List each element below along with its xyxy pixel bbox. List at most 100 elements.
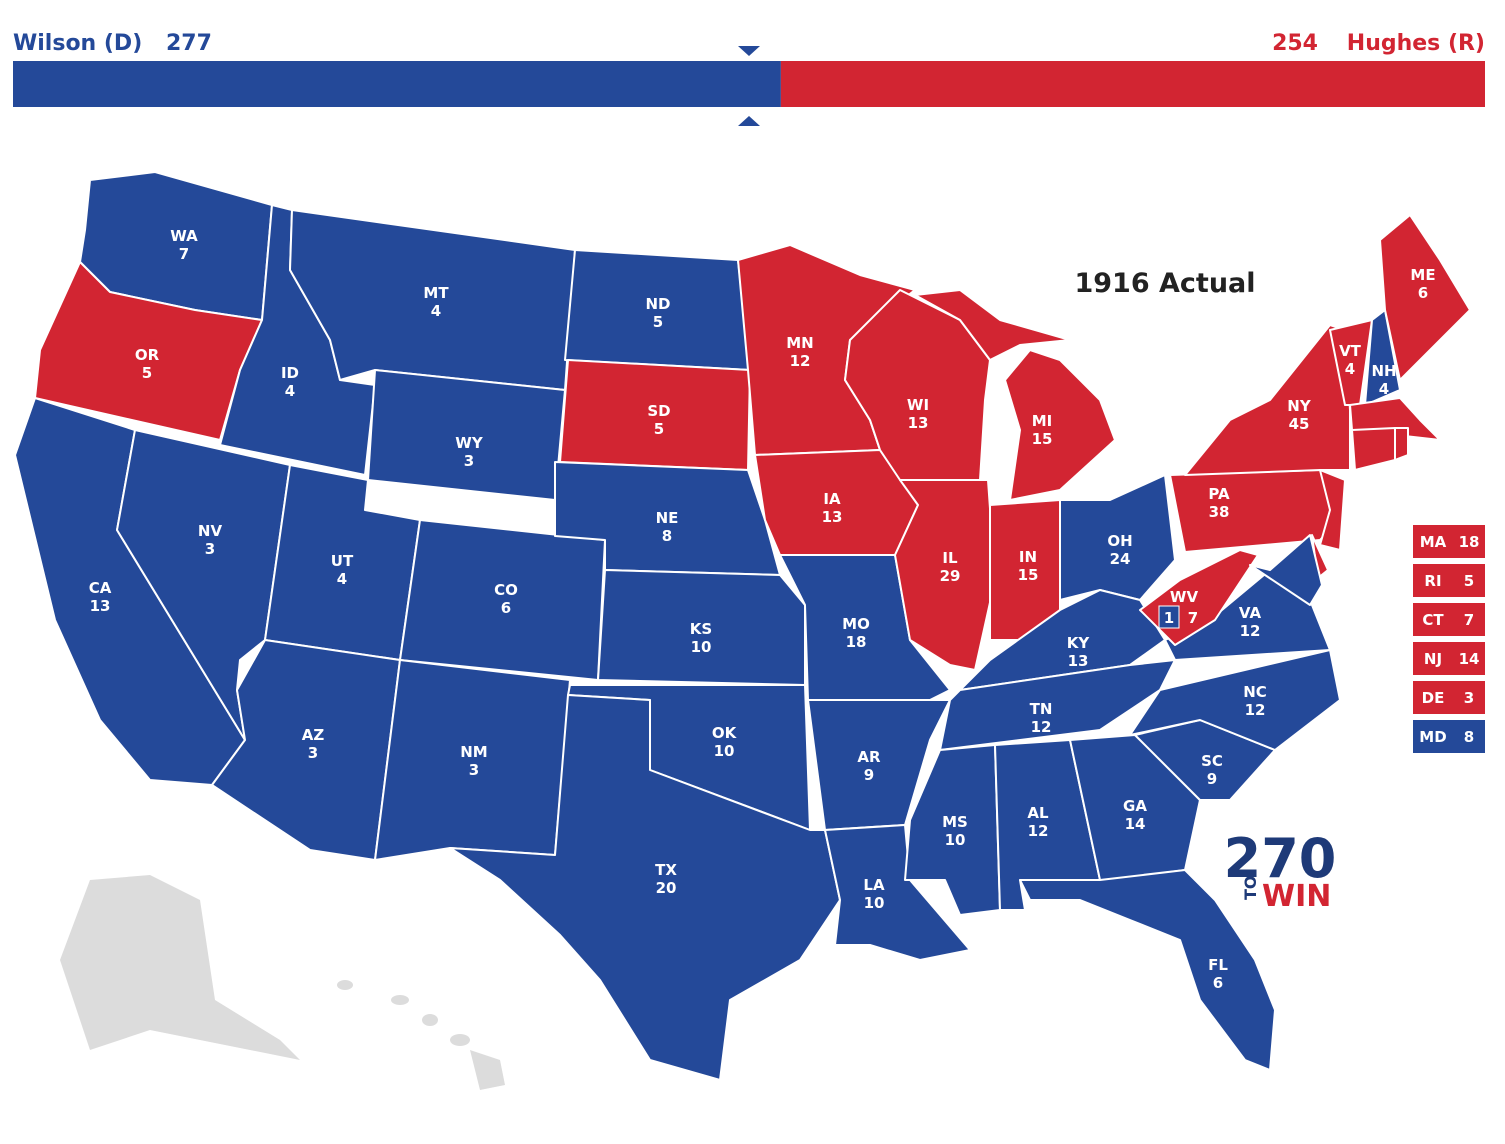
state-abbr: OH — [1107, 532, 1132, 550]
state — [211, 639, 401, 861]
state-abbr: IL — [942, 549, 958, 567]
state — [807, 699, 951, 831]
state-ev: 8 — [1464, 728, 1474, 746]
state — [1129, 649, 1341, 751]
state-abbr: OR — [135, 346, 160, 364]
dem-votes: 277 — [166, 31, 212, 56]
state-abbr: TX — [655, 861, 677, 879]
map-title: 1916 Actual — [1074, 268, 1255, 299]
callout-box — [1413, 720, 1485, 753]
state-abbr: MO — [842, 615, 870, 633]
alaska-hawaii — [60, 875, 505, 1090]
state-abbr: AL — [1027, 804, 1049, 822]
state-abbr: ME — [1410, 266, 1435, 284]
state-ev: 14 — [1459, 650, 1480, 668]
logo-win: WIN — [1262, 879, 1331, 914]
rep-name: Hughes (R) — [1347, 31, 1485, 56]
state-ev: 3 — [308, 744, 318, 762]
state-abbr: NV — [198, 522, 223, 540]
state-ev: 5 — [653, 313, 663, 331]
callout-box — [1413, 642, 1485, 675]
state-abbr: VA — [1239, 604, 1262, 622]
logo-to: TO — [1241, 875, 1260, 900]
state-abbr: RI — [1424, 572, 1441, 590]
state-ev: 5 — [654, 420, 664, 438]
state — [914, 289, 1116, 501]
state-abbr: SC — [1201, 752, 1223, 770]
state-ev: 9 — [864, 766, 874, 784]
state-abbr: MD — [1419, 728, 1446, 746]
state-ev: 4 — [285, 382, 295, 400]
state-abbr: FL — [1208, 956, 1228, 974]
marker-top — [738, 46, 760, 56]
state-abbr: MS — [942, 813, 968, 831]
state-ev: 3 — [1464, 689, 1474, 707]
state-ev: 5 — [1464, 572, 1474, 590]
state-ev: 5 — [142, 364, 152, 382]
state-abbr: GA — [1123, 797, 1147, 815]
state — [1394, 427, 1409, 461]
state-ev: 3 — [205, 540, 215, 558]
state-abbr: MT — [423, 284, 449, 302]
state-abbr: MA — [1420, 533, 1447, 551]
state-ev: 10 — [691, 638, 712, 656]
marker-bottom — [738, 116, 760, 126]
state — [1059, 474, 1176, 601]
state-abbr: ID — [281, 364, 299, 382]
state-ev: 8 — [662, 527, 672, 545]
state-abbr: TN — [1030, 700, 1053, 718]
state-ev: 12 — [790, 352, 811, 370]
state-ev: 18 — [1459, 533, 1480, 551]
state-abbr: CA — [89, 579, 112, 597]
state-ev: 29 — [940, 567, 961, 585]
state-abbr: IN — [1019, 548, 1037, 566]
state-ev: 38 — [1209, 503, 1230, 521]
state-abbr: CO — [494, 581, 518, 599]
state-ev: 45 — [1289, 415, 1310, 433]
state-ev: 4 — [431, 302, 441, 320]
state-abbr: AR — [857, 748, 881, 766]
state-abbr: WV — [1170, 588, 1199, 606]
callout-box — [1413, 681, 1485, 714]
state-ev: 14 — [1125, 815, 1146, 833]
state-ev: 20 — [656, 879, 677, 897]
logo-number: 270 — [1224, 827, 1337, 890]
state-abbr: MI — [1032, 412, 1053, 430]
dem-bar — [13, 61, 781, 107]
state-ev: 24 — [1110, 550, 1131, 568]
state-abbr: LA — [863, 876, 885, 894]
logo: 270 TO WIN — [1224, 827, 1337, 914]
callout-box — [1413, 564, 1485, 597]
state-ev: 12 — [1031, 718, 1052, 736]
state-ev: 13 — [1068, 652, 1089, 670]
state-abbr: UT — [331, 552, 354, 570]
callout-box — [1413, 603, 1485, 636]
state-abbr: AZ — [302, 726, 325, 744]
state-ev: 18 — [846, 633, 867, 651]
state-abbr: WA — [170, 227, 198, 245]
state — [1364, 309, 1401, 406]
state-ev: 7 — [179, 245, 189, 263]
state — [449, 694, 841, 1081]
callout-box — [1413, 525, 1485, 558]
state — [1351, 427, 1396, 471]
state-abbr: KS — [690, 620, 712, 638]
state-ev: 13 — [90, 597, 111, 615]
state-ev: 13 — [822, 508, 843, 526]
state-abbr: NJ — [1424, 650, 1442, 668]
state — [824, 824, 971, 961]
state-abbr: KY — [1067, 634, 1091, 652]
state-ev: 6 — [1418, 284, 1428, 302]
state-abbr: WI — [907, 396, 929, 414]
rep-bar — [780, 61, 1485, 107]
state-abbr: SD — [647, 402, 670, 420]
state-ev: 13 — [908, 414, 929, 432]
state-abbr: DE — [1422, 689, 1445, 707]
state-ev: 4 — [1345, 360, 1355, 378]
state-abbr: WY — [455, 434, 484, 452]
state-ev: 9 — [1207, 770, 1217, 788]
states — [14, 171, 1471, 1081]
state-abbr: NE — [656, 509, 679, 527]
state-abbr: IA — [823, 490, 841, 508]
